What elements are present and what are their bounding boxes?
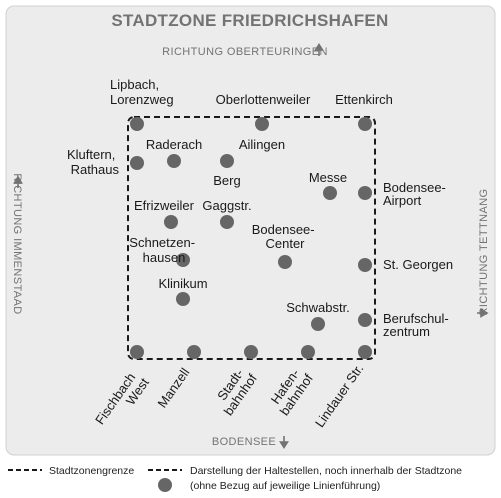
- stop-label-gaggstr: Gaggstr.: [202, 198, 251, 213]
- stop-dot-airport: [358, 186, 372, 200]
- legend-stop-dot-icon: [158, 478, 172, 492]
- direction-south-label: BODENSEE: [212, 436, 276, 448]
- stop-label-berufschulzentrum: Berufschul- zentrum: [383, 311, 452, 339]
- stop-label-raderach: Raderach: [146, 137, 202, 152]
- stop-dot-fischbach: [130, 345, 144, 359]
- stop-label-lipbach: Lipbach, Lorenzweg: [110, 77, 174, 107]
- map-panel: [5, 5, 496, 456]
- stop-dot-hafenbahnhof: [301, 345, 315, 359]
- stop-dot-kluftern: [130, 156, 144, 170]
- arrow-up-icon: [314, 43, 324, 56]
- stop-label-st-georgen: St. Georgen: [383, 257, 453, 272]
- stop-label-klinikum: Klinikum: [158, 276, 207, 291]
- stop-label-kluftern: Kluftern, Rathaus: [67, 147, 120, 177]
- stop-label-ailingen: Ailingen: [239, 137, 285, 152]
- stop-dot-raderach: [167, 154, 181, 168]
- stop-dot-gaggstr: [220, 215, 234, 229]
- stop-dot-messe: [323, 186, 337, 200]
- arrow-right-icon: [477, 308, 489, 318]
- legend: Stadtzonengrenze Darstellung der Haltest…: [8, 465, 462, 492]
- stop-dot-schnetzenhausen: [176, 253, 190, 267]
- stop-dots: [130, 117, 372, 359]
- legend-stops-label-line1: Darstellung der Haltestellen, noch inner…: [190, 465, 462, 477]
- stop-label-messe: Messe: [309, 170, 347, 185]
- arrow-down-icon: [279, 436, 289, 449]
- legend-stops-label-line2: (ohne Bezug auf jeweilige Linienführung): [190, 480, 380, 492]
- stop-label-hafenbahnhof: Hafen- bahnhof: [265, 363, 316, 418]
- legend-zone-border-label: Stadtzonengrenze: [49, 465, 134, 477]
- direction-north-label: RICHTUNG OBERTEURINGEN: [162, 46, 328, 58]
- stop-dot-manzell: [187, 345, 201, 359]
- map-title: STADTZONE FRIEDRICHSHAFEN: [111, 11, 388, 30]
- stop-label-schwabstr: Schwabstr.: [286, 300, 350, 315]
- direction-west-label: RICHTUNG IMMENSTAAD: [11, 173, 23, 314]
- stop-dot-schwabstr: [311, 317, 325, 331]
- stop-dot-lindauer: [358, 345, 372, 359]
- stop-label-schnetzenhausen: Schnetzen- hausen: [129, 235, 198, 265]
- arrow-up-icon: [13, 175, 23, 188]
- stop-label-airport: Bodensee- Airport: [383, 180, 450, 208]
- stop-dot-berufschulzentrum: [358, 313, 372, 327]
- stop-dot-ailingen: [220, 154, 234, 168]
- stop-dot-bodensee-center: [278, 255, 292, 269]
- stop-dot-oberlottenweiler: [255, 117, 269, 131]
- stop-dot-ettenkirch: [358, 117, 372, 131]
- stop-label-ettenkirch: Ettenkirch: [335, 92, 393, 107]
- stop-label-berg: Berg: [213, 173, 240, 188]
- stop-dot-st-georgen: [358, 258, 372, 272]
- stop-dot-efrizweiler: [164, 215, 178, 229]
- stop-dot-lipbach: [130, 117, 144, 131]
- stop-label-oberlottenweiler: Oberlottenweiler: [216, 92, 311, 107]
- stop-dot-klinikum: [176, 292, 190, 306]
- zone-border: [127, 116, 376, 360]
- stop-dot-stadtbahnhof: [244, 345, 258, 359]
- stop-label-efrizweiler: Efrizweiler: [134, 198, 195, 213]
- stop-label-bodensee-center: Bodensee- Center: [252, 222, 319, 251]
- direction-east-label: RICHTUNG TETTNANG: [478, 189, 490, 316]
